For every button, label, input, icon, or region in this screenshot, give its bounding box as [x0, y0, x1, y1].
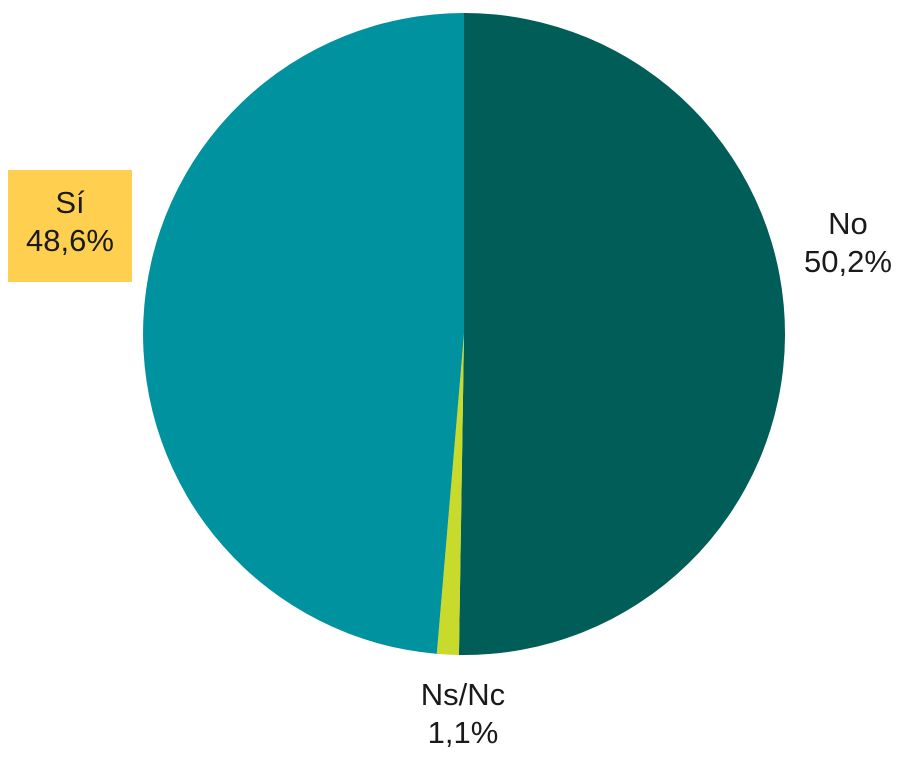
slice-label-si-value: 48,6%: [26, 223, 114, 258]
slice-label-nsnc-name: Ns/Nc: [420, 677, 506, 712]
slice-label-no-value: 50,2%: [804, 244, 892, 279]
slice-label-nsnc-value: 1,1%: [427, 715, 499, 750]
slice-label-nsnc: Ns/Nc 1,1%: [383, 676, 543, 752]
pie-slice-s: [143, 13, 464, 654]
slice-label-no: No 50,2%: [793, 205, 903, 281]
slice-label-si: Sí 48,6%: [8, 170, 132, 282]
slice-label-si-name: Sí: [55, 185, 85, 220]
pie-slice-no: [458, 12, 786, 655]
slice-label-no-name: No: [828, 206, 868, 241]
pie-slice-ns-nc: [436, 334, 464, 655]
